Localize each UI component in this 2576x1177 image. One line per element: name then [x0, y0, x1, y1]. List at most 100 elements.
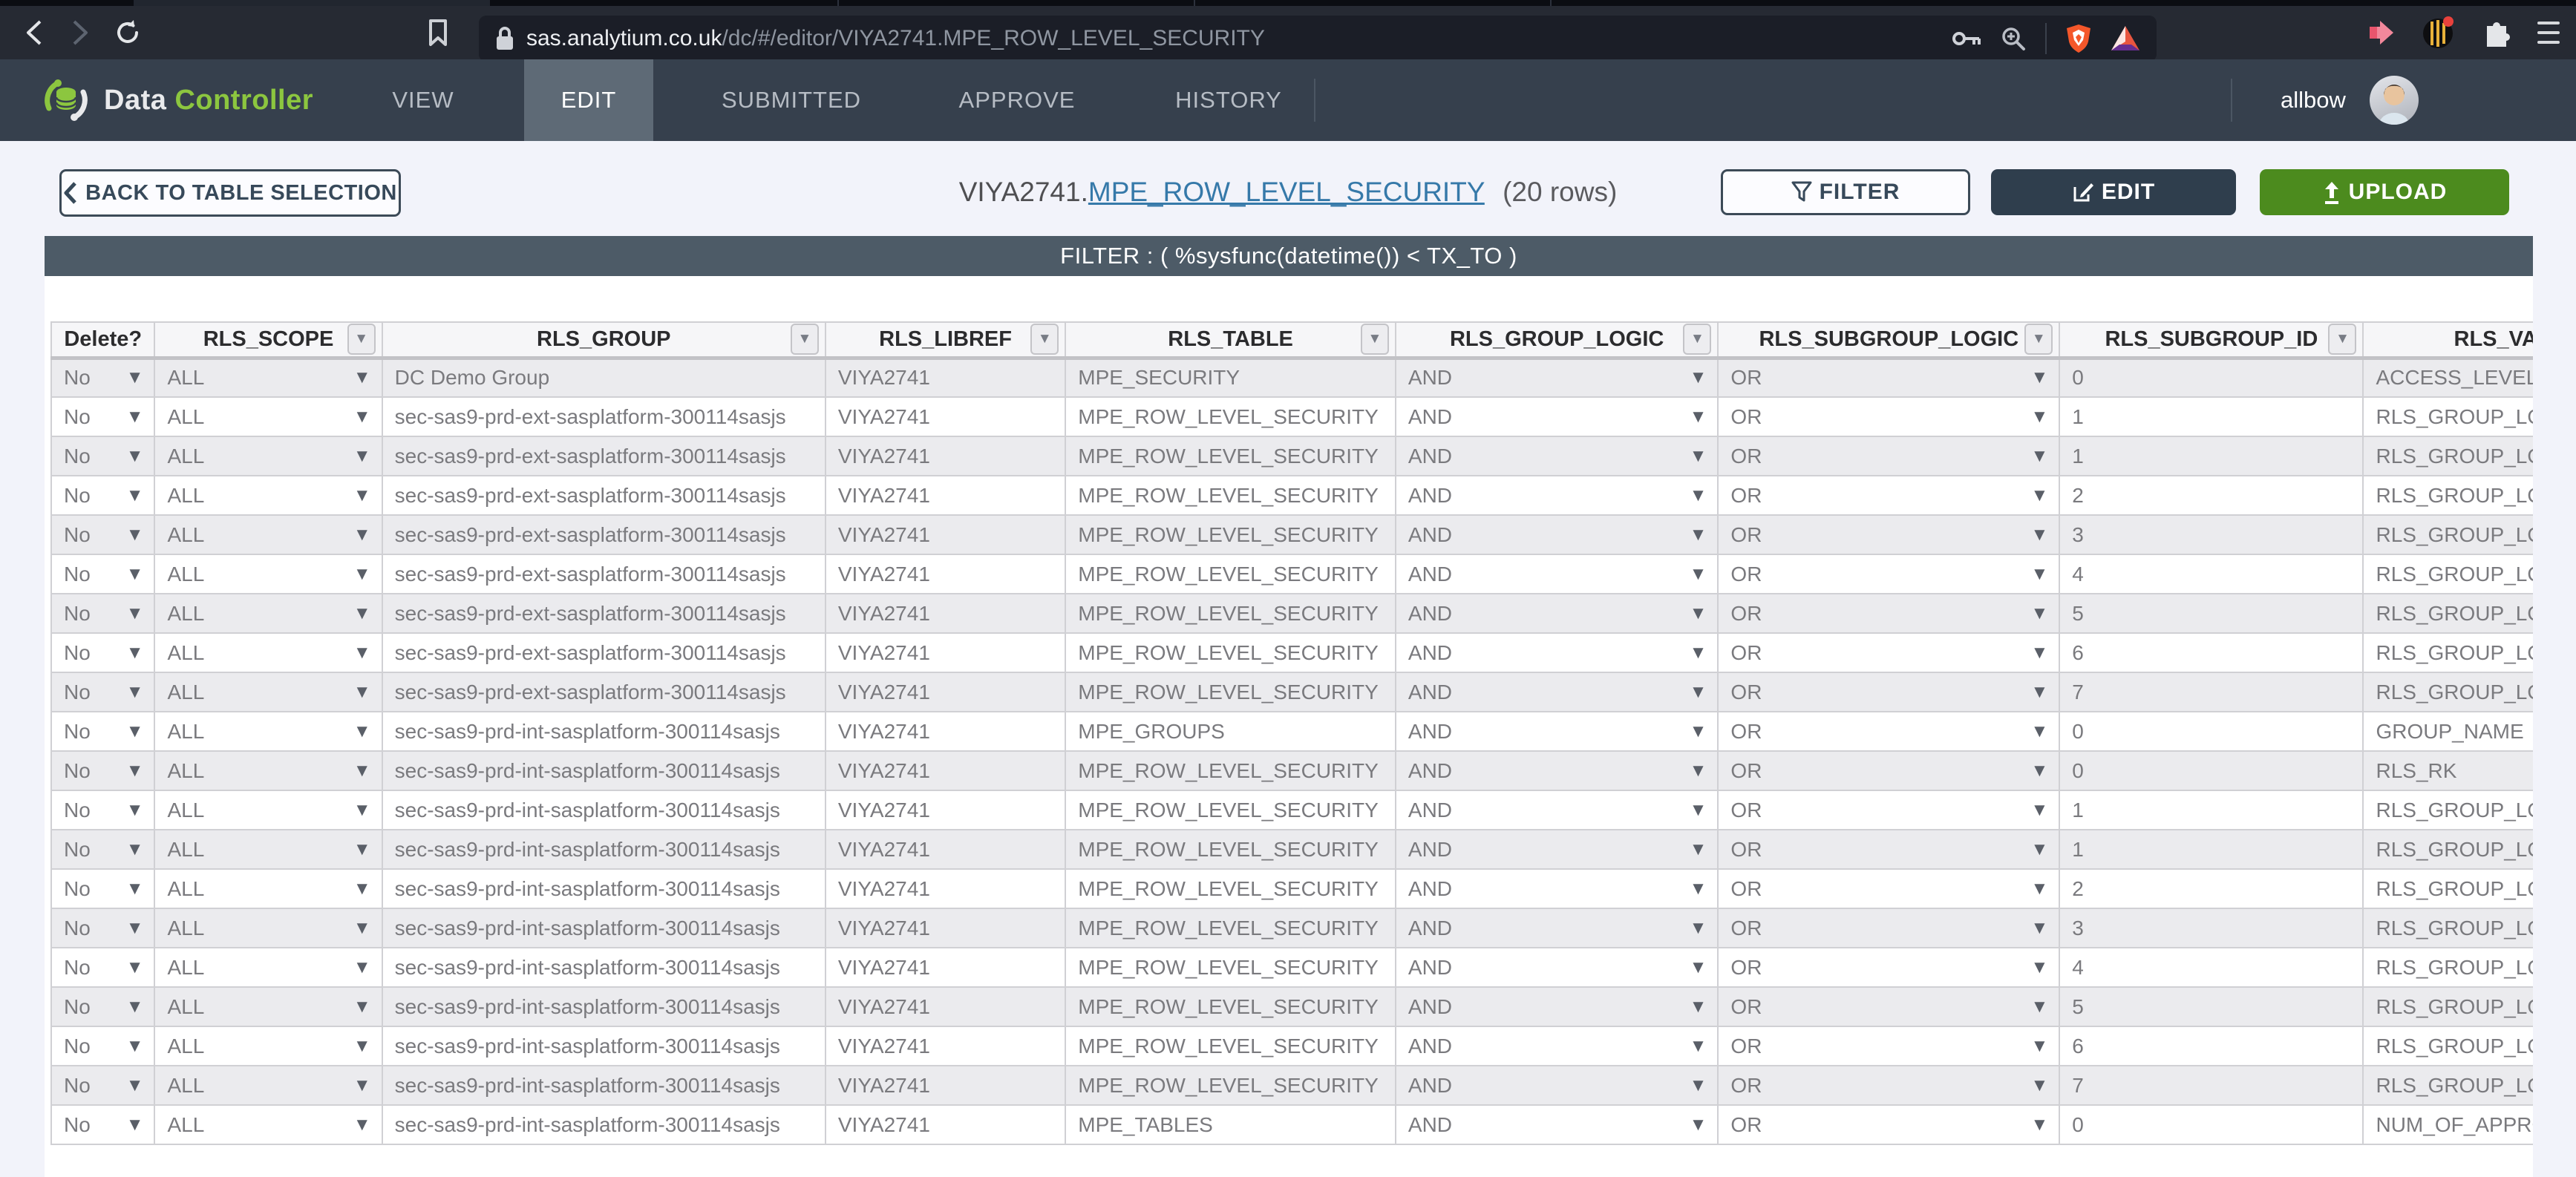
cell-rls-table[interactable]: MPE_ROW_LEVEL_SECURITY — [1065, 947, 1396, 988]
cell-rls-table[interactable]: MPE_ROW_LEVEL_SECURITY — [1065, 475, 1396, 516]
key-icon[interactable] — [1952, 28, 1981, 49]
dropdown-icon[interactable]: ▼ — [353, 524, 371, 545]
cell-rls-group[interactable]: sec-sas9-prd-ext-sasplatform-300114sasjs — [381, 396, 826, 437]
dropdown-icon[interactable]: ▼ — [2030, 367, 2049, 388]
cell-rls-group-logic[interactable]: AND ▼ — [1394, 790, 1719, 830]
cell-rls-group-logic[interactable]: AND ▼ — [1394, 986, 1719, 1027]
browser-tab-segment[interactable] — [134, 0, 490, 6]
dropdown-icon[interactable]: ▼ — [2030, 721, 2049, 741]
cell-rls-libref[interactable]: VIYA2741 — [824, 1104, 1067, 1145]
cell-delete-[interactable]: No ▼ — [50, 1026, 156, 1066]
edit-button[interactable]: EDIT — [1991, 169, 2236, 215]
cell-delete-[interactable]: No ▼ — [50, 632, 156, 673]
cell-rls-group[interactable]: sec-sas9-prd-ext-sasplatform-300114sasjs — [381, 514, 826, 555]
cell-rls-variable-nm[interactable]: RLS_GROUP_LOGIC — [2362, 868, 2533, 909]
cell-rls-group[interactable]: sec-sas9-prd-int-sasplatform-300114sasjs — [381, 986, 826, 1027]
cell-rls-table[interactable]: MPE_ROW_LEVEL_SECURITY — [1065, 868, 1396, 909]
cell-rls-subgroup-logic[interactable]: OR ▼ — [1717, 632, 2061, 673]
cell-rls-variable-nm[interactable]: RLS_GROUP_LOGIC — [2362, 593, 2533, 634]
dropdown-icon[interactable]: ▼ — [2030, 1035, 2049, 1056]
cell-rls-subgroup-id[interactable]: 0 — [2059, 357, 2364, 398]
dropdown-icon[interactable]: ▼ — [125, 878, 144, 899]
cell-rls-table[interactable]: MPE_ROW_LEVEL_SECURITY — [1065, 1026, 1396, 1066]
cell-rls-libref[interactable]: VIYA2741 — [824, 750, 1067, 791]
cell-rls-group[interactable]: DC Demo Group — [381, 357, 826, 398]
cell-rls-variable-nm[interactable]: RLS_GROUP_LOGIC — [2362, 790, 2533, 830]
dropdown-icon[interactable]: ▼ — [1689, 681, 1707, 702]
cell-rls-subgroup-id[interactable]: 1 — [2059, 790, 2364, 830]
cell-rls-subgroup-id[interactable]: 6 — [2059, 632, 2364, 673]
cell-rls-subgroup-logic[interactable]: OR ▼ — [1717, 868, 2061, 909]
cell-rls-subgroup-id[interactable]: 7 — [2059, 672, 2364, 712]
dropdown-icon[interactable]: ▼ — [353, 760, 371, 781]
dropdown-icon[interactable]: ▼ — [125, 642, 144, 663]
dropdown-icon[interactable]: ▼ — [1689, 996, 1707, 1017]
dropdown-icon[interactable]: ▼ — [353, 996, 371, 1017]
cell-rls-subgroup-logic[interactable]: OR ▼ — [1717, 1104, 2061, 1145]
cell-rls-table[interactable]: MPE_ROW_LEVEL_SECURITY — [1065, 750, 1396, 791]
cell-rls-subgroup-logic[interactable]: OR ▼ — [1717, 436, 2061, 476]
cell-rls-libref[interactable]: VIYA2741 — [824, 436, 1067, 476]
tab-history[interactable]: HISTORY — [1175, 87, 1282, 113]
cell-rls-table[interactable]: MPE_GROUPS — [1065, 711, 1396, 752]
cell-rls-subgroup-id[interactable]: 0 — [2059, 1104, 2364, 1145]
brave-shield-icon[interactable] — [2066, 24, 2091, 53]
cell-rls-subgroup-id[interactable]: 1 — [2059, 436, 2364, 476]
reload-icon[interactable] — [111, 16, 144, 49]
cell-rls-subgroup-id[interactable]: 0 — [2059, 711, 2364, 752]
cell-rls-table[interactable]: MPE_ROW_LEVEL_SECURITY — [1065, 436, 1396, 476]
cell-rls-libref[interactable]: VIYA2741 — [824, 711, 1067, 752]
cell-rls-subgroup-id[interactable]: 7 — [2059, 1065, 2364, 1106]
cell-rls-variable-nm[interactable]: RLS_GROUP_LOGIC — [2362, 554, 2533, 594]
cell-rls-group[interactable]: sec-sas9-prd-int-sasplatform-300114sasjs — [381, 947, 826, 988]
cell-rls-libref[interactable]: VIYA2741 — [824, 357, 1067, 398]
cell-rls-libref[interactable]: VIYA2741 — [824, 475, 1067, 516]
cell-rls-group-logic[interactable]: AND ▼ — [1394, 475, 1719, 516]
cell-rls-scope[interactable]: ALL ▼ — [154, 475, 383, 516]
cell-rls-variable-nm[interactable]: RLS_GROUP_LOGIC — [2362, 632, 2533, 673]
cell-rls-scope[interactable]: ALL ▼ — [154, 947, 383, 988]
cell-rls-table[interactable]: MPE_ROW_LEVEL_SECURITY — [1065, 396, 1396, 437]
column-filter-icon[interactable]: ▼ — [347, 324, 376, 354]
cell-rls-table[interactable]: MPE_ROW_LEVEL_SECURITY — [1065, 593, 1396, 634]
dropdown-icon[interactable]: ▼ — [2030, 996, 2049, 1017]
dropdown-icon[interactable]: ▼ — [1689, 878, 1707, 899]
dropdown-icon[interactable]: ▼ — [1689, 485, 1707, 505]
cell-rls-group[interactable]: sec-sas9-prd-ext-sasplatform-300114sasjs — [381, 554, 826, 594]
cell-rls-subgroup-id[interactable]: 2 — [2059, 475, 2364, 516]
cell-rls-scope[interactable]: ALL ▼ — [154, 357, 383, 398]
dropdown-icon[interactable]: ▼ — [1689, 917, 1707, 938]
tab-approve[interactable]: APPROVE — [958, 87, 1076, 113]
dropdown-icon[interactable]: ▼ — [125, 406, 144, 427]
cell-rls-group-logic[interactable]: AND ▼ — [1394, 908, 1719, 948]
dropdown-icon[interactable]: ▼ — [353, 406, 371, 427]
dropdown-icon[interactable]: ▼ — [1689, 1035, 1707, 1056]
dropdown-icon[interactable]: ▼ — [2030, 957, 2049, 977]
cell-delete-[interactable]: No ▼ — [50, 1065, 156, 1106]
cell-rls-group-logic[interactable]: AND ▼ — [1394, 632, 1719, 673]
cell-rls-libref[interactable]: VIYA2741 — [824, 632, 1067, 673]
dropdown-icon[interactable]: ▼ — [2030, 1114, 2049, 1135]
cell-delete-[interactable]: No ▼ — [50, 790, 156, 830]
cell-rls-group-logic[interactable]: AND ▼ — [1394, 593, 1719, 634]
cell-rls-libref[interactable]: VIYA2741 — [824, 514, 1067, 555]
cell-rls-subgroup-logic[interactable]: OR ▼ — [1717, 396, 2061, 437]
cell-rls-subgroup-logic[interactable]: OR ▼ — [1717, 947, 2061, 988]
cell-rls-table[interactable]: MPE_TABLES — [1065, 1104, 1396, 1145]
cell-rls-subgroup-id[interactable]: 2 — [2059, 868, 2364, 909]
cell-rls-subgroup-logic[interactable]: OR ▼ — [1717, 908, 2061, 948]
cell-rls-scope[interactable]: ALL ▼ — [154, 436, 383, 476]
cell-rls-subgroup-logic[interactable]: OR ▼ — [1717, 829, 2061, 870]
bat-triangle-icon[interactable] — [2111, 25, 2140, 52]
cell-rls-group-logic[interactable]: AND ▼ — [1394, 1026, 1719, 1066]
zoom-in-icon[interactable] — [2001, 26, 2026, 51]
dropdown-icon[interactable]: ▼ — [353, 1114, 371, 1135]
dropdown-icon[interactable]: ▼ — [125, 760, 144, 781]
dropdown-icon[interactable]: ▼ — [2030, 603, 2049, 623]
column-filter-icon[interactable]: ▼ — [1360, 324, 1389, 354]
cell-rls-libref[interactable]: VIYA2741 — [824, 790, 1067, 830]
cell-rls-group-logic[interactable]: AND ▼ — [1394, 672, 1719, 712]
cell-rls-variable-nm[interactable]: RLS_GROUP_LOGIC — [2362, 396, 2533, 437]
dropdown-icon[interactable]: ▼ — [2030, 760, 2049, 781]
cell-rls-group-logic[interactable]: AND ▼ — [1394, 357, 1719, 398]
